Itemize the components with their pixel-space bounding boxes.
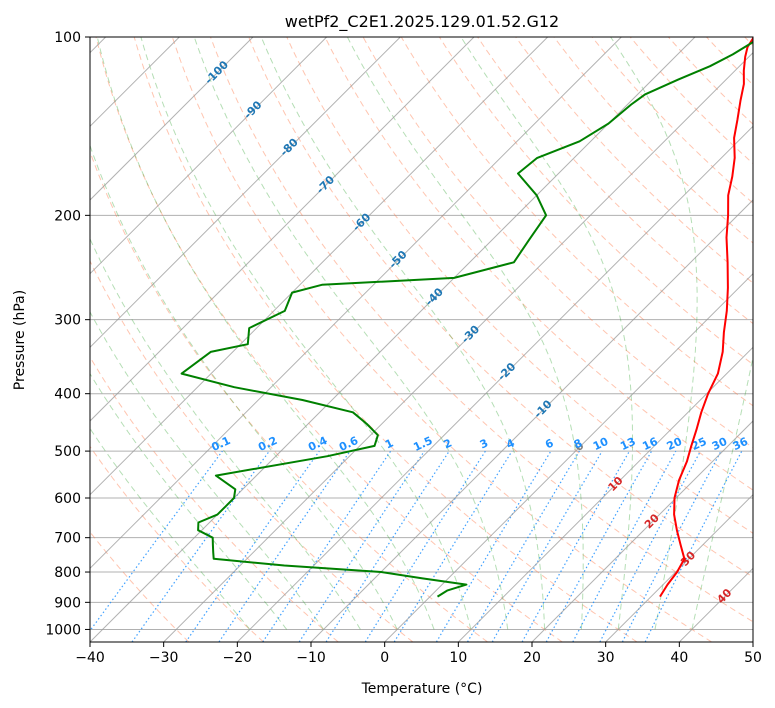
mixing-ratio-line xyxy=(262,450,392,642)
dry-adiabat-line xyxy=(248,37,753,578)
y-tick-label: 400 xyxy=(54,387,81,403)
x-tick-label: −30 xyxy=(149,650,179,666)
x-tick-label: 50 xyxy=(744,650,762,666)
mixing-ratio-labels: 0.1 0.2 0.4 0.6 1 1.5 2 3 4 6 8 10 13 16 20 25 30 36 xyxy=(209,434,750,454)
moist-adiabat-line xyxy=(96,37,435,630)
isotherm-line xyxy=(90,37,549,496)
moist-adiabat-line xyxy=(260,37,546,630)
mixing-ratio-line xyxy=(131,450,270,642)
y-tick-label: 900 xyxy=(54,595,81,611)
mixing-ratio-line xyxy=(644,450,743,642)
isotherm-line xyxy=(163,51,753,642)
mixing-ratio-line xyxy=(298,450,425,642)
isotherm-line xyxy=(457,346,753,642)
isotherm-line xyxy=(90,37,254,201)
isotherm-line xyxy=(605,493,753,642)
y-tick-label: 500 xyxy=(54,444,81,460)
mixing-ratio-line xyxy=(393,450,513,642)
y-tick-label: 300 xyxy=(54,313,81,329)
mixing-ratio-label: 16 xyxy=(640,435,660,453)
isotherm-line xyxy=(90,37,328,275)
moist-adiabat-line xyxy=(90,237,361,630)
isotherm-line xyxy=(384,272,753,642)
chart-title: wetPf2_C2E1.2025.129.01.52.G12 xyxy=(285,12,559,32)
isotherm-line xyxy=(236,125,753,642)
dry-adiabat-line xyxy=(95,37,563,642)
moist-adiabat-line xyxy=(691,355,753,630)
moist-adiabat-line xyxy=(90,310,324,630)
mixing-ratio-label: 36 xyxy=(731,435,751,453)
dry-adiabat-line xyxy=(515,37,753,284)
moist-adiabat-line xyxy=(193,37,509,630)
skewed-isotherms xyxy=(90,37,753,642)
mixing-ratio-line xyxy=(521,450,631,642)
dry-adiabat-line xyxy=(90,259,414,642)
x-tick-label: 20 xyxy=(523,650,541,666)
x-tick-label: −10 xyxy=(296,650,326,666)
mixing-ratio-line xyxy=(572,450,677,642)
mixing-ratio-line xyxy=(325,450,450,642)
isotherm-line xyxy=(310,199,753,642)
dry-adiabat-line xyxy=(324,37,753,491)
moist-adiabat-line xyxy=(90,372,288,630)
y-tick-label: 700 xyxy=(54,531,81,547)
isotherm-line xyxy=(90,37,475,422)
isotherm-line xyxy=(90,37,696,642)
x-tick-label: 40 xyxy=(670,650,688,666)
isotherm-line xyxy=(90,37,401,349)
isotherm-line xyxy=(531,420,753,642)
dry-adiabat-line xyxy=(171,37,712,642)
moist-adiabat-line xyxy=(90,427,251,630)
y-tick-label: 800 xyxy=(54,565,81,581)
dry-adiabat-line xyxy=(210,37,753,623)
y-tick-label: 100 xyxy=(54,30,81,46)
y-tick-label: 600 xyxy=(54,491,81,507)
dry-adiabat-line xyxy=(90,356,339,642)
x-tick-label: −40 xyxy=(75,650,105,666)
x-tick-label: 0 xyxy=(380,650,389,666)
x-tick-label: −20 xyxy=(223,650,253,666)
temperature-profile-line xyxy=(659,37,753,598)
moist-adiabat-line xyxy=(346,37,584,630)
plot-frame xyxy=(89,36,754,643)
mixing-ratio-line xyxy=(185,450,320,642)
mixing-ratio-label: 20 xyxy=(665,435,685,453)
y-tick-label: 1000 xyxy=(45,622,81,638)
y-axis-label: Pressure (hPa) xyxy=(12,290,28,390)
mixing-ratio-lines xyxy=(90,450,743,642)
y-tick-label: 200 xyxy=(54,208,81,224)
x-tick-label: 10 xyxy=(449,650,467,666)
moist-adiabat-line xyxy=(610,37,698,630)
x-tick-label: 30 xyxy=(597,650,615,666)
dry-adiabat-line xyxy=(90,445,264,642)
mixing-ratio-label: 30 xyxy=(710,435,730,453)
mixing-ratio-label: 10 xyxy=(591,435,611,453)
mixing-ratio-line xyxy=(545,450,653,642)
mixing-ratio-label: 13 xyxy=(618,435,637,453)
isotherm-line xyxy=(90,37,622,570)
dry-adiabat-line xyxy=(286,37,753,534)
dewpoint-profile-line xyxy=(180,40,753,598)
mixing-ratio-line xyxy=(218,450,351,642)
dry-adiabats xyxy=(90,37,753,642)
x-axis-label: Temperature (°C) xyxy=(361,681,483,697)
dry-adiabat-line xyxy=(133,37,638,642)
mixing-ratio-line xyxy=(90,450,223,632)
